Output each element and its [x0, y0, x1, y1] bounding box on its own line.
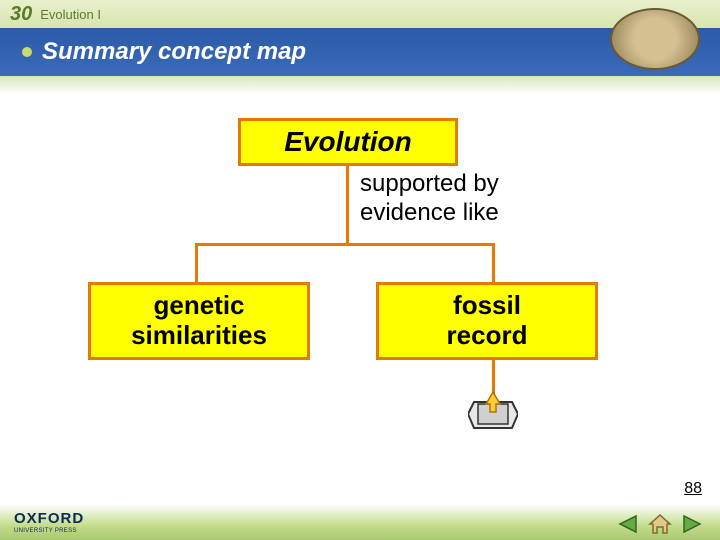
page-number: 88 [684, 480, 702, 498]
nav-controls [614, 512, 706, 536]
chapter-title: Evolution I [40, 7, 101, 22]
child-line2: similarities [131, 321, 267, 351]
gradient-divider [0, 76, 720, 94]
concept-map: Evolution supported by evidence like gen… [0, 100, 720, 480]
chapter-bar: 30 Evolution I [0, 0, 720, 28]
edge-label-line2: evidence like [360, 199, 499, 228]
connector [195, 243, 198, 283]
nav-back-button[interactable] [614, 512, 642, 536]
root-label: Evolution [284, 126, 412, 158]
save-disk-icon[interactable] [468, 390, 518, 434]
nav-forward-button[interactable] [678, 512, 706, 536]
child-line1: genetic [153, 291, 244, 321]
edge-label-line1: supported by [360, 170, 499, 199]
child-node-fossil: fossil record [376, 282, 598, 360]
bullet-icon [22, 47, 32, 57]
child-line1: fossil [453, 291, 521, 321]
connector [346, 166, 349, 246]
connector [195, 243, 495, 246]
dinosaur-badge-icon [610, 8, 700, 70]
root-node-evolution: Evolution [238, 118, 458, 166]
connector [492, 243, 495, 283]
child-line2: record [447, 321, 528, 351]
publisher-sub: UNIVERSITY PRESS [14, 528, 84, 534]
publisher-name: OXFORD [14, 510, 84, 527]
chapter-number: 30 [10, 3, 32, 26]
child-node-genetic: genetic similarities [88, 282, 310, 360]
nav-home-button[interactable] [646, 512, 674, 536]
page-title: Summary concept map [42, 38, 306, 66]
edge-label: supported by evidence like [360, 170, 499, 228]
publisher-logo: OXFORD UNIVERSITY PRESS [14, 510, 84, 534]
footer-bar: OXFORD UNIVERSITY PRESS [0, 504, 720, 540]
